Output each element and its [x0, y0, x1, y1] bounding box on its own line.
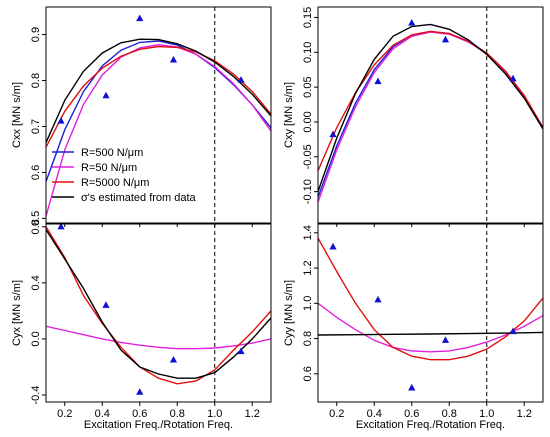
data-point — [408, 19, 416, 26]
data-point — [329, 130, 337, 138]
y-tick-label: -0.05 — [302, 144, 314, 169]
x-axis-label: Excitation Freq./Rotation Freq. — [356, 419, 505, 431]
series-group — [318, 23, 543, 203]
y-tick-label: 0.0 — [30, 331, 42, 346]
y-tick-label: 0.7 — [30, 119, 42, 134]
data-point — [509, 74, 517, 82]
y-tick-label: 0.8 — [30, 73, 42, 88]
data-point — [169, 55, 178, 63]
y-tick-label: 0.10 — [302, 42, 314, 63]
series-group — [46, 226, 271, 385]
series-line-2 — [46, 229, 271, 379]
plot-frame — [45, 223, 272, 403]
series-line-1 — [46, 43, 271, 217]
y-tick-label: 1.2 — [302, 260, 314, 275]
y-tick-label: 1.0 — [302, 296, 314, 311]
legend-label-0: R=500 N/μm — [81, 147, 143, 159]
data-point — [57, 116, 65, 124]
data-point — [509, 327, 517, 335]
y-axis-label: Cxy [MN s/m] — [283, 82, 295, 148]
series-line-2 — [46, 45, 271, 148]
panel-cxy: -0.10 -0.05 0.00 0.05 0.10 0.15 Cxy [MN s/m] — [283, 6, 544, 227]
series-line-1 — [318, 237, 543, 361]
x-tick-label: 0.2 — [329, 408, 344, 420]
y-tick-label: -0.10 — [302, 179, 314, 204]
y-tick-label: 1.4 — [302, 225, 314, 240]
x-tick-label: 0.4 — [367, 408, 382, 420]
x-tick-label: 0.6 — [404, 408, 419, 420]
y-tick-label: 0.6 — [302, 366, 314, 381]
x-tick-label: 1.2 — [517, 408, 532, 420]
plot-frame — [317, 223, 544, 403]
x-tick-label: 1.0 — [479, 408, 494, 420]
series-line-2 — [318, 331, 543, 336]
series-line-0 — [46, 325, 271, 350]
x-tick-label: 1.0 — [207, 408, 222, 420]
x-tick-label: 0.8 — [442, 408, 457, 420]
data-point — [136, 388, 144, 395]
legend-label-2: R=5000 N/μm — [81, 177, 149, 189]
x-axis-label: Excitation Freq./Rotation Freq. — [84, 419, 233, 431]
series-line-0 — [46, 40, 271, 182]
x-tick-label: 0.6 — [132, 408, 147, 420]
panel-cyy: 0.2 0.4 0.6 0.8 1.0 1.2 0.6 0.8 1.0 1.2 1.4 Cyy [MN… — [283, 223, 544, 431]
x-tick-label: 0.2 — [57, 408, 72, 420]
series-line-1 — [318, 31, 543, 203]
series-group — [46, 38, 271, 217]
data-point — [237, 76, 245, 83]
data-point — [374, 77, 382, 85]
y-tick-label: 0.4 — [30, 275, 42, 290]
y-axis-label: Cxx [MN s/m] — [11, 82, 23, 148]
data-point — [408, 383, 416, 391]
data-point — [102, 301, 110, 308]
x-tick-label: 1.2 — [245, 408, 260, 420]
panel-cyx: 0.2 0.4 0.6 0.8 1.0 1.2 -0.4 0.0 0.4 0.8 Cyx [MN s… — [11, 219, 272, 431]
y-tick-label: 0.6 — [30, 165, 42, 180]
y-tick-label: 0.9 — [30, 27, 42, 42]
legend-label-1: R=50 N/μm — [81, 162, 137, 174]
legend-label-3: σ's estimated from data — [81, 192, 197, 204]
data-point — [136, 14, 144, 22]
y-tick-label: 0.05 — [302, 76, 314, 97]
data-point — [441, 336, 450, 343]
data-point — [329, 242, 337, 250]
x-tick-label: 0.4 — [95, 408, 110, 420]
series-line-3 — [318, 23, 543, 192]
data-point — [102, 91, 110, 99]
series-line-1 — [46, 226, 271, 385]
plot-frame — [45, 6, 272, 224]
y-axis-label: Cyy [MN s/m] — [283, 280, 295, 346]
series-line-3 — [46, 38, 271, 143]
y-tick-label: 0.00 — [302, 111, 314, 132]
y-axis-label: Cyx [MN s/m] — [11, 280, 23, 346]
plot-frame — [317, 6, 544, 224]
y-tick-label: -0.4 — [30, 386, 42, 405]
data-point — [169, 355, 178, 363]
legend: R=500 N/μm R=50 N/μm R=5000 N/μm σ's estima… — [52, 147, 197, 204]
y-tick-label: 0.5 — [30, 211, 42, 226]
series-group — [318, 237, 543, 361]
y-tick-label: 0.15 — [302, 7, 314, 28]
series-line-0 — [318, 302, 543, 353]
data-point — [441, 35, 450, 43]
x-tick-label: 0.8 — [170, 408, 185, 420]
data-point — [57, 222, 65, 230]
y-tick-label: 0.8 — [302, 331, 314, 346]
data-point — [237, 347, 245, 355]
y-tick-label: 0.8 — [30, 219, 42, 234]
data-point — [374, 295, 382, 303]
